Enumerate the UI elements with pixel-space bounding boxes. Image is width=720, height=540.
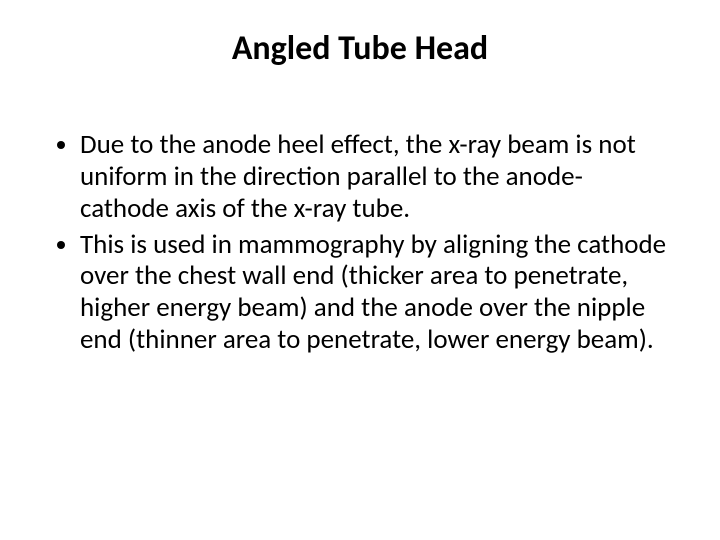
bullet-list: Due to the anode heel effect, the x-ray …	[50, 129, 670, 356]
list-item: This is used in mammography by aligning …	[80, 229, 670, 356]
list-item: Due to the anode heel effect, the x-ray …	[80, 129, 670, 225]
slide: Angled Tube Head Due to the anode heel e…	[0, 0, 720, 540]
slide-title: Angled Tube Head	[50, 28, 670, 69]
